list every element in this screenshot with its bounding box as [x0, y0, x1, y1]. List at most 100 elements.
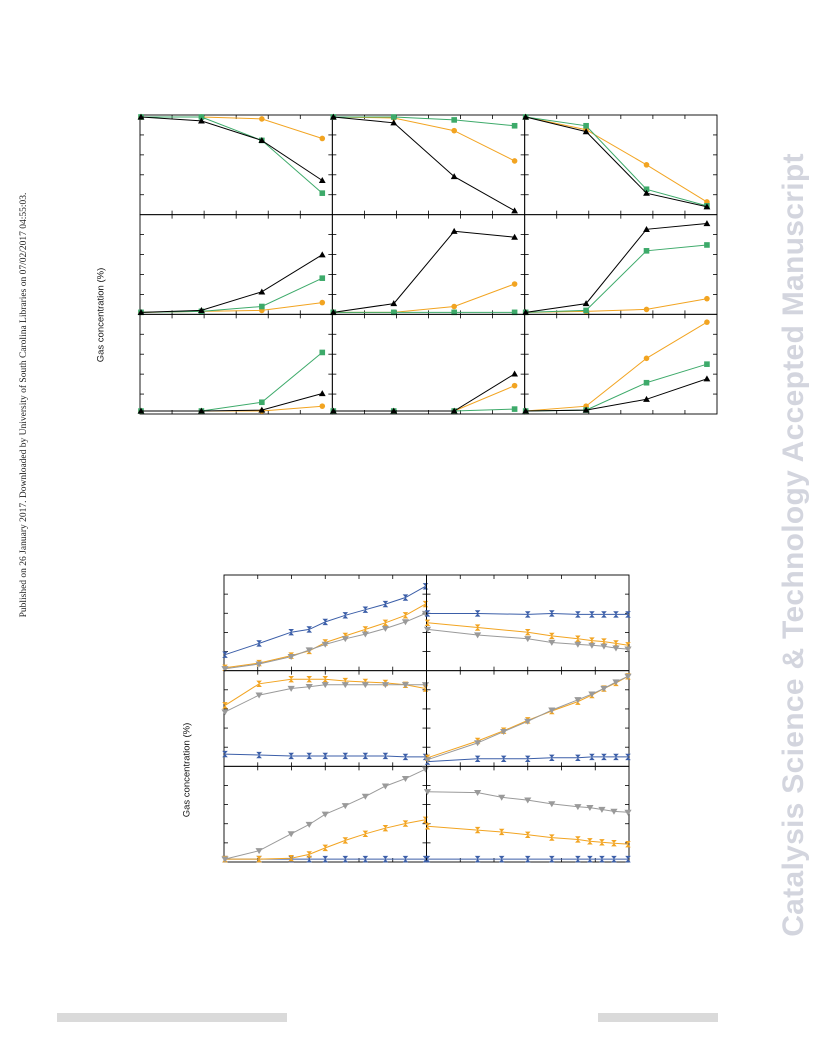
- data-point-blue: [322, 618, 329, 626]
- data-point-orange: [319, 299, 326, 306]
- data-point-blue: [222, 651, 228, 658]
- data-point-blue: [342, 752, 349, 760]
- data-point-gray: [548, 707, 556, 714]
- data-point-black: [522, 113, 530, 120]
- data-point-gray: [474, 740, 482, 747]
- data-point-gray: [401, 682, 410, 689]
- data-point-gray: [598, 806, 606, 813]
- data-point-gray: [381, 682, 389, 689]
- data-point-gray: [305, 647, 313, 654]
- data-point-gray: [574, 697, 582, 704]
- series-line-orange: [525, 116, 708, 203]
- data-point-orange: [611, 840, 617, 847]
- data-point-blue: [625, 855, 631, 863]
- data-point-orange: [524, 629, 531, 636]
- data-point-gray: [612, 645, 620, 652]
- data-point-orange: [498, 828, 505, 836]
- data-point-gray: [624, 646, 632, 653]
- data-point-blue: [306, 626, 313, 633]
- data-point-blue: [288, 629, 294, 636]
- panel-frame: [426, 574, 630, 672]
- series-line-green: [333, 116, 515, 127]
- series-line-black: [525, 378, 708, 412]
- series-line-blue: [427, 612, 628, 615]
- panel-r2-c1: [423, 765, 632, 863]
- data-point-gray: [255, 692, 263, 699]
- data-point-black: [643, 225, 650, 232]
- data-point-orange: [402, 612, 409, 619]
- data-point-blue: [587, 855, 593, 863]
- data-point-orange: [643, 306, 650, 313]
- series-line-black: [525, 223, 707, 313]
- series-line-black: [140, 116, 323, 181]
- data-point-gray: [221, 709, 229, 716]
- data-point-blue: [402, 753, 409, 761]
- data-point-gray: [221, 856, 229, 863]
- panel-frame: [426, 765, 630, 863]
- data-point-green: [390, 114, 397, 120]
- panel-r0-c0: [221, 574, 430, 673]
- series-line-orange: [427, 825, 629, 845]
- data-point-blue: [601, 753, 607, 761]
- data-point-orange: [599, 839, 605, 846]
- data-point-black: [198, 117, 205, 124]
- series-line-green: [525, 244, 707, 313]
- data-point-green: [643, 379, 650, 386]
- data-point-gray: [600, 643, 608, 650]
- data-point-orange: [474, 624, 481, 631]
- data-point-gray: [287, 653, 295, 660]
- data-point-gray: [588, 691, 596, 698]
- data-point-orange: [424, 619, 431, 627]
- data-point-gray: [423, 757, 432, 764]
- data-point-orange: [319, 403, 326, 409]
- data-point-black: [137, 113, 145, 120]
- footer-bar-right: [598, 1013, 718, 1022]
- data-point-blue: [322, 752, 329, 760]
- data-point-gray: [610, 808, 618, 815]
- series-line-black: [525, 116, 708, 208]
- series-line-black: [141, 393, 323, 412]
- data-point-black: [137, 308, 145, 315]
- data-point-blue: [549, 754, 555, 762]
- data-point-gray: [574, 804, 582, 811]
- data-point-orange: [222, 702, 228, 709]
- data-point-orange: [511, 382, 518, 389]
- data-point-blue: [599, 855, 605, 863]
- panel-r2-c2: [522, 313, 718, 415]
- series-line-orange: [225, 819, 426, 860]
- series-line-black: [333, 373, 515, 412]
- data-point-green: [259, 303, 265, 310]
- data-point-orange: [322, 844, 329, 852]
- data-point-orange: [575, 836, 581, 843]
- data-point-green: [643, 248, 650, 254]
- data-point-black: [329, 308, 337, 315]
- data-point-orange: [643, 355, 650, 362]
- series-line-gray: [224, 684, 426, 713]
- data-point-orange: [524, 831, 531, 838]
- data-point-green: [704, 361, 710, 367]
- data-point-gray: [600, 685, 608, 692]
- data-point-orange: [601, 638, 607, 645]
- data-point-blue: [402, 855, 409, 863]
- data-point-black: [582, 300, 590, 307]
- data-point-gray: [421, 766, 430, 773]
- data-point-blue: [424, 855, 431, 863]
- data-point-gray: [624, 809, 632, 816]
- data-point-orange: [704, 295, 710, 302]
- data-point-blue: [382, 600, 389, 608]
- data-point-blue: [524, 855, 531, 863]
- data-point-green: [319, 275, 326, 281]
- data-point-gray: [287, 685, 295, 692]
- data-point-blue: [256, 751, 262, 759]
- data-point-blue: [575, 611, 581, 618]
- data-point-black: [318, 251, 326, 258]
- series-line-green: [141, 116, 323, 194]
- data-point-orange: [319, 135, 326, 142]
- data-point-gray: [574, 641, 582, 648]
- data-point-orange: [422, 600, 429, 608]
- series-line-blue: [224, 585, 426, 656]
- data-point-gray: [524, 718, 532, 725]
- data-point-black: [390, 407, 398, 414]
- series-line-gray: [427, 675, 629, 761]
